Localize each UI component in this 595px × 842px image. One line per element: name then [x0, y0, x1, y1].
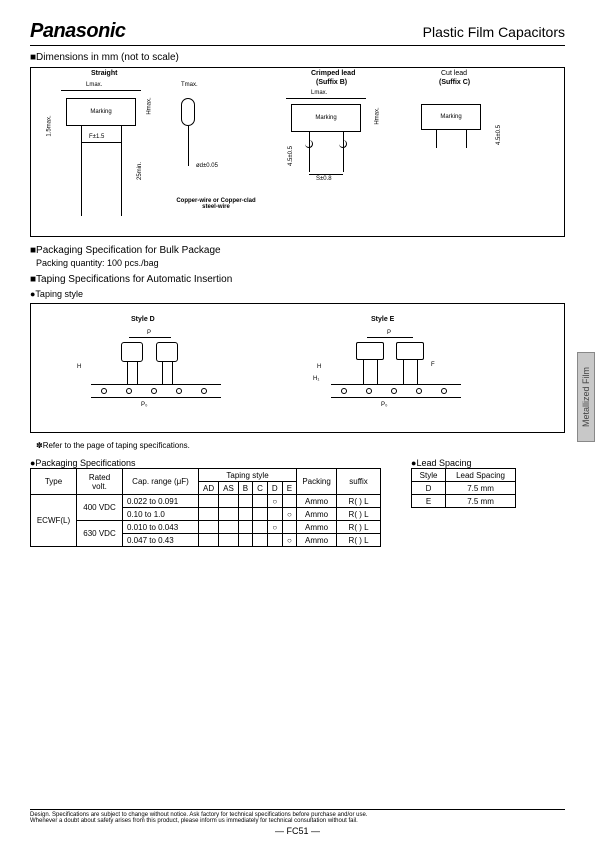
- leadlen-label: 25min.: [137, 162, 143, 180]
- style-d-title: Style D: [131, 316, 155, 323]
- crimped-capacitor-body: Marking: [291, 104, 361, 132]
- h1-label-e: H₁: [313, 376, 319, 382]
- taped-cap-e1: [356, 342, 384, 360]
- col-taping: Taping style: [199, 469, 297, 482]
- straight-title: Straight: [91, 70, 117, 77]
- col-volt: Rated volt.: [77, 469, 123, 495]
- cut-h-label: 4.5±0.5: [496, 125, 502, 145]
- p-label-e: P: [387, 330, 391, 336]
- table-row: D 7.5 mm: [412, 482, 516, 495]
- footer-line2: Whenever a doubt about safety arises fro…: [30, 818, 565, 824]
- p0-label: P₀: [141, 402, 148, 408]
- packaging-spec-bullet: ●Packaging Specifications: [30, 458, 381, 468]
- col-suffix: suffix: [337, 469, 381, 495]
- wire-note: Copper-wire or Copper-clad steel-wire: [171, 198, 261, 210]
- col-spacing: Lead Spacing: [446, 469, 516, 482]
- footer: Design. Specifications are subject to ch…: [30, 809, 565, 824]
- cut-title: Cut lead: [441, 70, 467, 77]
- p-label: P: [147, 330, 151, 336]
- table-row: ECWF(L) 400 VDC 0.022 to 0.091 ○ Ammo R(…: [31, 495, 381, 508]
- style-e-title: Style E: [371, 316, 394, 323]
- hmax-label: Hmax.: [147, 97, 153, 114]
- marking-text-2: Marking: [315, 115, 336, 121]
- diameter-label: ød±0.05: [196, 163, 218, 169]
- packaging-spec-table: Type Rated volt. Cap. range (μF) Taping …: [30, 468, 381, 547]
- taping-spec-heading: ■Taping Specifications for Automatic Ins…: [30, 274, 565, 285]
- col-type: Type: [31, 469, 77, 495]
- tmax-label: Tmax.: [181, 82, 198, 88]
- crimped-title: Crimped lead: [311, 70, 355, 77]
- col-cap: Cap. range (μF): [123, 469, 199, 495]
- extra-label: 1.5max.: [47, 115, 53, 136]
- marking-text: Marking: [90, 109, 111, 115]
- cut-suffix: (Suffix C): [439, 79, 470, 86]
- f-label-e: F: [431, 362, 435, 368]
- p0-label-e: P₀: [381, 402, 388, 408]
- lmax-label: Lmax.: [86, 82, 102, 88]
- taped-cap-e2: [396, 342, 424, 360]
- doc-title: Plastic Film Capacitors: [423, 24, 565, 40]
- header: Panasonic Plastic Film Capacitors: [30, 20, 565, 43]
- table-row: E 7.5 mm: [412, 495, 516, 508]
- dimensions-diagram: Straight Lmax. Marking Hmax. F±1.5 25min…: [30, 67, 565, 237]
- s-tol-label: S±0.8: [316, 176, 332, 182]
- taping-footnote: ✽Refer to the page of taping specificati…: [36, 441, 565, 450]
- taped-cap-d1: [121, 342, 143, 362]
- taping-diagram: Style D P P₀ H Style E P: [30, 303, 565, 433]
- side-tab-label: Metallized Film: [581, 367, 591, 427]
- col-style: Style: [412, 469, 446, 482]
- lmax-label-2: Lmax.: [311, 90, 327, 96]
- brand-logo: Panasonic: [30, 20, 126, 43]
- table-row: 630 VDC 0.010 to 0.043 ○ Ammo R( ) L: [31, 521, 381, 534]
- lead-spacing-bullet: ●Lead Spacing: [411, 458, 516, 468]
- cut-capacitor-body: Marking: [421, 104, 481, 130]
- crimp-h-label: 4.5±0.5: [288, 146, 294, 166]
- h-label: H: [77, 364, 81, 370]
- f-tol-label: F±1.5: [89, 134, 104, 140]
- packaging-bulk-heading: ■Packaging Specification for Bulk Packag…: [30, 245, 565, 256]
- crimped-suffix: (Suffix B): [316, 79, 347, 86]
- taped-cap-d2: [156, 342, 178, 362]
- page-number: — FC51 —: [0, 826, 595, 836]
- taping-style-bullet: ●Taping style: [30, 289, 565, 299]
- side-view-body: [181, 98, 195, 126]
- dimensions-heading: ■Dimensions in mm (not to scale): [30, 52, 565, 63]
- col-packing: Packing: [297, 469, 337, 495]
- h-label-e: H: [317, 364, 321, 370]
- hmax-label-2: Hmax.: [375, 107, 381, 124]
- side-tab: Metallized Film: [577, 352, 595, 442]
- lead-spacing-table: Style Lead Spacing D 7.5 mm E 7.5 mm: [411, 468, 516, 508]
- header-rule: [30, 45, 565, 46]
- straight-capacitor-body: Marking: [66, 98, 136, 126]
- marking-text-3: Marking: [440, 114, 461, 120]
- packing-quantity: Packing quantity: 100 pcs./bag: [36, 258, 565, 268]
